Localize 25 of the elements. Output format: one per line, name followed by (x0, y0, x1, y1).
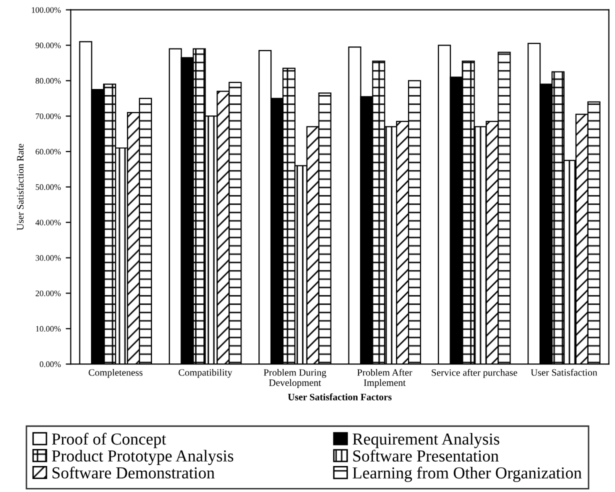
y-tick-label: 10.00% (36, 326, 61, 332)
x-tick-label: Problem During Development (264, 368, 326, 388)
y-tick-label: 0.00% (40, 361, 61, 368)
x-tick-label: Service after purchase (432, 368, 518, 378)
legend-label: Product Prototype Analysis (52, 450, 234, 466)
y-tick-label: 70.00% (36, 113, 61, 120)
y-tick-label: 100.00% (32, 7, 61, 13)
x-tick-label: User Satisfaction (530, 368, 598, 376)
x-axis-title: User Satisfaction Factors (288, 393, 392, 400)
legend-label: Software Demonstration (52, 466, 215, 478)
x-tick-label: Compatibility (178, 368, 232, 378)
y-axis-title: User Satisfaction Rate (16, 144, 24, 230)
x-tick-label: Problem After Implement (357, 368, 412, 388)
x-tick-label: Completeness (88, 368, 142, 378)
legend-label: Requirement Analysis (352, 432, 500, 448)
legend-label: Software Presentation (353, 450, 499, 462)
legend-label: Learning from Other Organization (352, 466, 582, 482)
y-tick-label: 30.00% (36, 255, 61, 261)
y-tick-label: 50.00% (36, 184, 61, 190)
y-tick-label: 40.00% (35, 220, 61, 226)
legend-label: Proof of Concept (52, 432, 166, 448)
y-tick-label: 90.00% (36, 42, 61, 48)
y-tick-label: 60.00% (36, 148, 61, 155)
y-tick-label: 80.00% (36, 78, 61, 84)
y-tick-label: 20.00% (36, 290, 61, 296)
